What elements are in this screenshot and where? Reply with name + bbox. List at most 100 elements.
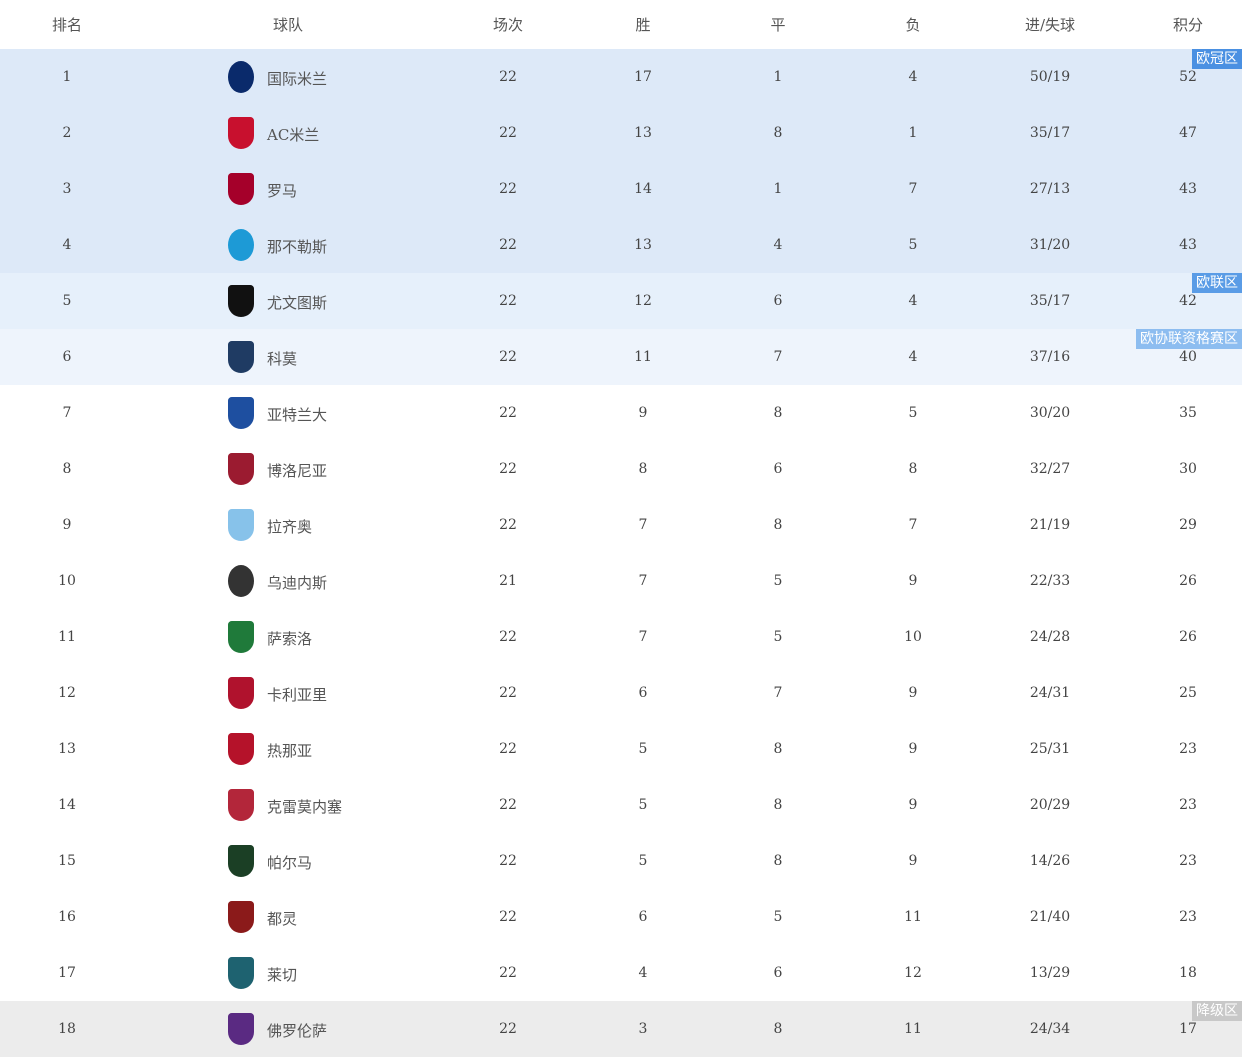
cell-pts: 40 [1179,349,1197,365]
cell-w: 14 [634,181,652,197]
header-played[interactable]: 场次 [492,16,524,34]
table-row[interactable]: 10 21 7 5 9 22/33 26 乌迪内斯 [0,553,1242,609]
team-name[interactable]: 帕尔马 [267,854,313,872]
cell-goals: 22/33 [1029,573,1071,589]
table-row[interactable]: 13 22 5 8 9 25/31 23 热那亚 [0,721,1242,777]
table-row[interactable]: 9 22 7 8 7 21/19 29 拉齐奥 [0,497,1242,553]
table-row[interactable]: 2 22 13 8 1 35/17 47 AC米兰 [0,105,1242,161]
udinese-logo-icon [228,565,254,597]
table-row[interactable]: 12 22 6 7 9 24/31 25 卡利亚里 [0,665,1242,721]
cell-d: 1 [773,69,783,85]
cell-l: 4 [908,349,918,365]
cell-l: 9 [908,741,918,757]
team-name[interactable]: 国际米兰 [267,70,328,88]
cell-played: 22 [499,517,517,533]
header-goals[interactable]: 进/失球 [1024,16,1076,34]
header-losses[interactable]: 负 [905,16,921,34]
cell-goals: 20/29 [1029,797,1071,813]
team-name[interactable]: 科莫 [267,350,298,368]
table-row[interactable]: 4 22 13 4 5 31/20 43 那不勒斯 [0,217,1242,273]
header-rank[interactable]: 排名 [51,16,83,34]
team-name[interactable]: 莱切 [267,966,298,984]
team-name[interactable]: 克雷莫内塞 [267,798,343,816]
team-name[interactable]: 卡利亚里 [267,686,328,704]
genoa-logo-icon [228,733,254,765]
team-name[interactable]: 尤文图斯 [267,294,328,312]
cell-rank: 14 [58,797,76,813]
cell-pts: 43 [1179,237,1197,253]
cell-pts: 23 [1179,797,1197,813]
table-row[interactable]: 3 22 14 1 7 27/13 43 罗马 [0,161,1242,217]
table-row[interactable]: 8 22 8 6 8 32/27 30 博洛尼亚 [0,441,1242,497]
cell-l: 5 [908,237,918,253]
header-wins[interactable]: 胜 [635,16,651,34]
cell-w: 6 [638,909,648,925]
cell-pts: 35 [1179,405,1197,421]
table-row[interactable]: 1 22 17 1 4 50/19 52 国际米兰 欧冠区 [0,49,1242,105]
cell-pts: 26 [1179,573,1197,589]
team-name[interactable]: 拉齐奥 [267,518,313,536]
cell-rank: 15 [58,853,76,869]
team-name[interactable]: 萨索洛 [267,630,313,648]
cell-d: 5 [773,909,783,925]
torino-logo-icon [228,901,254,933]
cell-rank: 11 [58,629,76,645]
cell-d: 6 [773,293,783,309]
juventus-logo-icon [228,285,254,317]
table-row[interactable]: 17 22 4 6 12 13/29 18 莱切 [0,945,1242,1001]
cell-played: 22 [499,405,517,421]
header-draws[interactable]: 平 [770,16,786,34]
cell-goals: 25/31 [1029,741,1071,757]
cell-l: 9 [908,853,918,869]
como-logo-icon [228,341,254,373]
cell-l: 4 [908,293,918,309]
team-name[interactable]: 博洛尼亚 [267,462,328,480]
team-name[interactable]: 都灵 [267,910,298,928]
table-row[interactable]: 18 22 3 8 11 24/34 17 佛罗伦萨 降级区 [0,1001,1242,1057]
cell-w: 12 [634,293,652,309]
cell-w: 13 [634,237,652,253]
sassuolo-logo-icon [228,621,254,653]
lazio-logo-icon [228,509,254,541]
cell-rank: 6 [62,349,72,365]
cell-w: 11 [634,349,652,365]
team-name[interactable]: 热那亚 [267,742,313,760]
cell-l: 12 [904,965,922,981]
parma-logo-icon [228,845,254,877]
cell-rank: 2 [62,125,72,141]
cell-d: 8 [773,125,783,141]
cell-w: 8 [638,461,648,477]
table-row[interactable]: 11 22 7 5 10 24/28 26 萨索洛 [0,609,1242,665]
table-row[interactable]: 14 22 5 8 9 20/29 23 克雷莫内塞 [0,777,1242,833]
lecce-logo-icon [228,957,254,989]
cell-goals: 35/17 [1029,125,1071,141]
team-name[interactable]: 乌迪内斯 [267,574,328,592]
cell-goals: 24/31 [1029,685,1071,701]
cell-d: 8 [773,853,783,869]
table-row[interactable]: 6 22 11 7 4 37/16 40 科莫 欧协联资格赛区 [0,329,1242,385]
team-name[interactable]: AC米兰 [267,126,320,144]
team-name[interactable]: 那不勒斯 [267,238,328,256]
cell-l: 9 [908,685,918,701]
cell-rank: 4 [62,237,72,253]
cell-l: 10 [904,629,922,645]
cell-w: 9 [638,405,648,421]
cell-goals: 14/26 [1029,853,1071,869]
cell-d: 1 [773,181,783,197]
table-row[interactable]: 7 22 9 8 5 30/20 35 亚特兰大 [0,385,1242,441]
table-row[interactable]: 16 22 6 5 11 21/40 23 都灵 [0,889,1242,945]
team-name[interactable]: 亚特兰大 [267,406,328,424]
fiorentina-logo-icon [228,1013,254,1045]
cell-goals: 13/29 [1029,965,1071,981]
cell-goals: 21/19 [1029,517,1071,533]
team-name[interactable]: 佛罗伦萨 [267,1022,328,1040]
team-name[interactable]: 罗马 [267,182,298,200]
table-row[interactable]: 5 22 12 6 4 35/17 42 尤文图斯 欧联区 [0,273,1242,329]
inter-logo-icon [228,61,254,93]
table-row[interactable]: 15 22 5 8 9 14/26 23 帕尔马 [0,833,1242,889]
cell-d: 6 [773,965,783,981]
header-points[interactable]: 积分 [1172,16,1204,34]
cell-rank: 10 [58,573,76,589]
header-team[interactable]: 球队 [272,16,304,34]
cell-rank: 12 [58,685,76,701]
